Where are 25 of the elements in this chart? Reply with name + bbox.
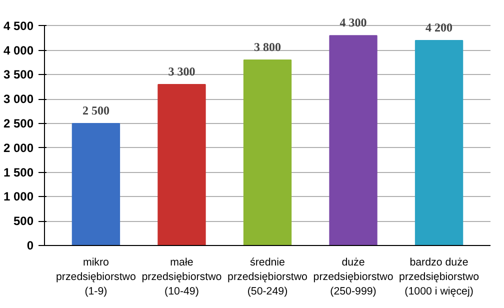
x-tick-label: średnie przedsiębiorstwo (50-249) — [228, 256, 308, 298]
data-label: 3 800 — [254, 40, 281, 54]
bar — [72, 122, 120, 246]
x-tick-label: mikro przedsiębiorstwo (1-9) — [56, 256, 136, 298]
y-tick-label: 4 500 — [3, 18, 34, 33]
data-label: 3 300 — [168, 64, 196, 78]
y-tick-label: 2 000 — [3, 140, 34, 155]
y-tick-label: 1 500 — [3, 165, 34, 180]
data-label: 4 300 — [340, 16, 367, 30]
y-tick-label: 4 000 — [3, 43, 34, 58]
bar — [414, 40, 464, 246]
data-label: 2 500 — [82, 103, 110, 118]
y-tick-label: 0 — [26, 238, 34, 252]
y-tick-label: 2 500 — [3, 116, 34, 130]
bar — [329, 35, 378, 246]
y-tick-label: 500 — [13, 214, 34, 228]
x-tick-label: bardzo duże przedsiębiorstwo (1000 i więcej) — [399, 256, 480, 298]
bar — [243, 60, 292, 246]
data-label: 4 200 — [426, 20, 453, 35]
y-tick-label: 3 000 — [3, 92, 34, 106]
y-tick-label: 3 500 — [3, 68, 34, 82]
x-tick-label: duże przedsiębiorstwo (250-999) — [313, 256, 394, 298]
bar — [158, 84, 206, 246]
y-tick-label: 1 000 — [3, 190, 34, 204]
x-tick-label: małe przedsiębiorstwo (10-49) — [142, 256, 222, 298]
